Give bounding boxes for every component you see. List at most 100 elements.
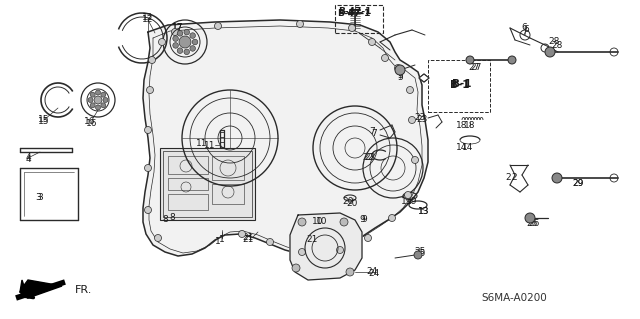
Circle shape (346, 268, 354, 276)
Text: 7: 7 (369, 128, 375, 137)
Circle shape (147, 86, 154, 93)
Text: 18: 18 (464, 122, 476, 130)
Text: 7: 7 (371, 129, 377, 137)
Circle shape (349, 25, 355, 32)
Circle shape (173, 36, 179, 41)
Circle shape (94, 96, 102, 104)
Circle shape (172, 28, 179, 35)
Circle shape (404, 191, 412, 198)
Circle shape (296, 20, 303, 27)
Text: 26: 26 (528, 219, 540, 228)
Polygon shape (419, 74, 429, 82)
Circle shape (337, 247, 344, 254)
Circle shape (292, 264, 300, 272)
Circle shape (159, 39, 166, 46)
Circle shape (145, 206, 152, 213)
Text: 29: 29 (572, 180, 584, 189)
Circle shape (406, 86, 413, 93)
Text: 5: 5 (397, 73, 403, 83)
Text: 24: 24 (369, 270, 380, 278)
Circle shape (184, 49, 189, 55)
Bar (212, 184, 244, 204)
Text: 6: 6 (521, 23, 527, 32)
Text: 14: 14 (456, 144, 468, 152)
Text: 21: 21 (243, 233, 253, 241)
Text: 29: 29 (572, 180, 584, 189)
Text: B-1: B-1 (451, 80, 470, 90)
Text: 28: 28 (548, 38, 560, 47)
Circle shape (381, 55, 388, 62)
Text: S6MA-A0200: S6MA-A0200 (481, 293, 547, 303)
Text: 25: 25 (414, 248, 426, 256)
Text: 12: 12 (142, 16, 154, 25)
Text: 21: 21 (307, 233, 317, 241)
Text: B-47-1: B-47-1 (338, 8, 371, 17)
Circle shape (340, 218, 348, 226)
Text: 17: 17 (172, 23, 184, 32)
Text: 9: 9 (361, 216, 367, 225)
Circle shape (190, 33, 195, 38)
Circle shape (466, 56, 474, 64)
Text: 19: 19 (406, 197, 418, 206)
Text: 27: 27 (470, 63, 482, 72)
Text: 9: 9 (359, 216, 365, 225)
Circle shape (369, 39, 376, 46)
Text: 2: 2 (505, 174, 511, 182)
Text: 14: 14 (462, 143, 474, 152)
Text: 26: 26 (526, 219, 538, 228)
Circle shape (190, 46, 195, 51)
Text: 11: 11 (195, 139, 207, 149)
Circle shape (552, 173, 562, 183)
Bar (168, 156, 208, 174)
Text: 21: 21 (307, 234, 317, 243)
Text: 3: 3 (35, 194, 41, 203)
Text: 23: 23 (416, 115, 428, 124)
Text: 13: 13 (419, 207, 429, 217)
Circle shape (525, 213, 535, 223)
Text: 4: 4 (25, 153, 31, 162)
Text: 20: 20 (346, 199, 358, 209)
Text: 3: 3 (37, 194, 43, 203)
Text: 16: 16 (84, 117, 96, 127)
Text: 27: 27 (468, 63, 480, 72)
Circle shape (90, 103, 95, 108)
Circle shape (266, 239, 273, 246)
Text: 22: 22 (364, 153, 376, 162)
Circle shape (154, 234, 161, 241)
Text: 24: 24 (366, 268, 378, 277)
Circle shape (545, 47, 555, 57)
Text: 17: 17 (172, 24, 184, 33)
Circle shape (388, 214, 396, 221)
Circle shape (103, 98, 108, 102)
Text: 22: 22 (362, 152, 374, 161)
Text: FR.: FR. (75, 285, 92, 295)
Circle shape (145, 165, 152, 172)
Text: 20: 20 (342, 197, 354, 206)
Circle shape (145, 127, 152, 133)
Circle shape (101, 103, 106, 108)
Text: 2: 2 (511, 174, 517, 182)
Circle shape (214, 23, 221, 29)
Circle shape (177, 48, 183, 54)
Circle shape (101, 92, 106, 97)
Text: B-1: B-1 (452, 79, 472, 89)
Circle shape (408, 116, 415, 123)
Bar (335, 5, 383, 33)
Circle shape (179, 36, 191, 48)
Text: 19: 19 (401, 197, 413, 206)
Polygon shape (20, 280, 62, 298)
Text: 4: 4 (25, 155, 31, 165)
Circle shape (184, 29, 189, 35)
Text: 5: 5 (397, 70, 403, 79)
Circle shape (414, 251, 422, 259)
Circle shape (95, 90, 100, 95)
Text: 1: 1 (215, 238, 221, 247)
Text: 10: 10 (312, 218, 324, 226)
Text: 11: 11 (204, 140, 216, 150)
Bar (168, 178, 208, 190)
Text: 16: 16 (86, 120, 98, 129)
Circle shape (192, 39, 198, 45)
Text: 18: 18 (456, 122, 468, 130)
Text: 8: 8 (169, 213, 175, 222)
Bar (160, 148, 255, 220)
